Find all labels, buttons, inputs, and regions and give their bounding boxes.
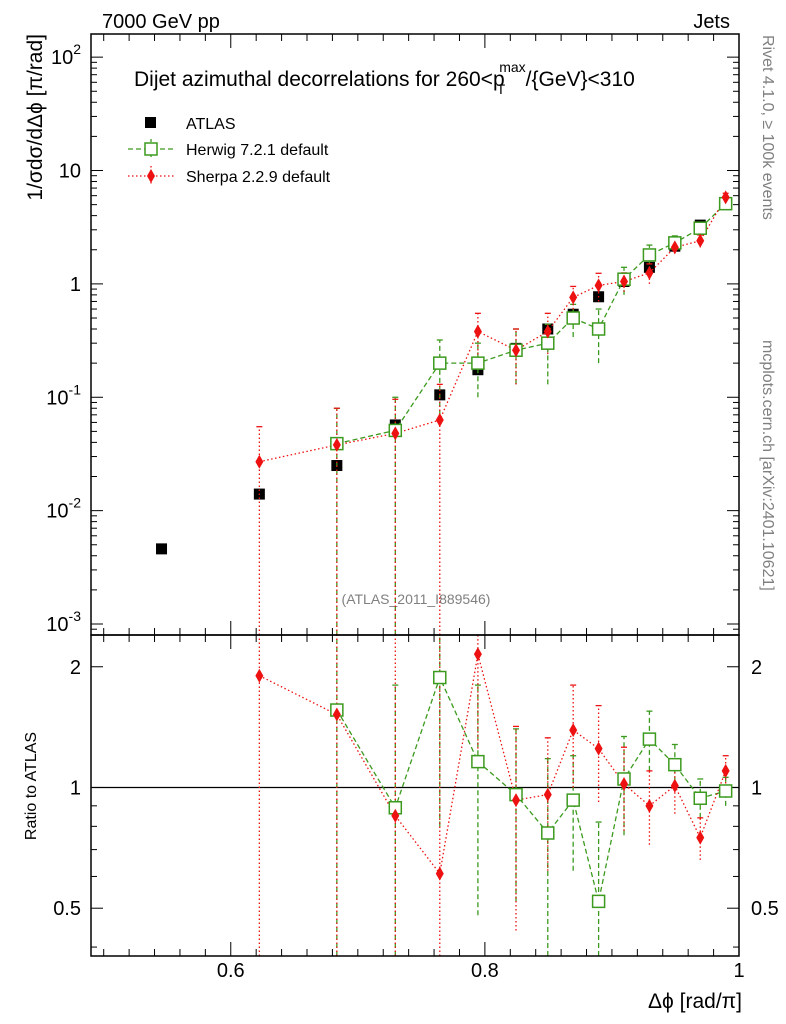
y-tick-label-exponent: -2: [69, 495, 82, 511]
ratio-axes: 0.6 0.8 1 0.5 0.5 1 1 2 2: [53, 635, 779, 982]
herwig-ratio-point: [471, 754, 485, 769]
y-tick-label: 102: [51, 41, 81, 69]
herwig-point: [642, 248, 657, 262]
sherpa-point: [332, 437, 341, 452]
herwig-ratio-point: [693, 791, 707, 806]
sherpa-point: [543, 324, 552, 339]
legend-herwig-label: Herwig 7.2.1 default: [186, 142, 329, 159]
ratio-y-axis-label: Ratio to ATLAS: [23, 732, 40, 840]
ratio-y-tick-label: 2: [70, 657, 81, 679]
atlas-point: [156, 543, 168, 555]
y-tick-label: 10: [59, 161, 81, 183]
legend-atlas-marker: [145, 117, 156, 128]
sherpa-point: [391, 426, 400, 441]
sherpa-point: [594, 278, 603, 293]
legend-sherpa-marker: [147, 169, 155, 183]
rivet-label: Rivet 4.1.0, ≥ 100k events: [759, 35, 776, 220]
sherpa-point: [620, 274, 629, 289]
sherpa-ratio-point: [512, 793, 521, 808]
legend-herwig-marker: [144, 142, 158, 156]
sherpa-ratio-point: [435, 866, 444, 881]
herwig-ratio-point: [642, 732, 657, 746]
herwig-ratio-point: [566, 793, 580, 807]
sherpa-ratio-point: [645, 798, 654, 813]
chart-title-sup: max: [499, 59, 525, 75]
header-left-label: 7000 GeV pp: [102, 11, 220, 33]
chart-title-sub: T: [497, 81, 506, 97]
sherpa-point: [473, 324, 482, 339]
sherpa-point: [569, 290, 578, 305]
y-tick-label: 10-3: [46, 608, 81, 636]
mcplots-label: mcplots.cern.ch [arXiv:2401.10621]: [759, 340, 776, 591]
sherpa-point: [721, 190, 730, 205]
ratio-y-tick-label-right: 2: [751, 657, 762, 679]
herwig-point: [693, 221, 707, 235]
ratio-y-tick-label-right: 1: [751, 777, 762, 799]
sherpa-point: [670, 240, 679, 255]
x-tick-label: 1: [733, 960, 744, 982]
y-tick-label-exponent: 2: [73, 41, 81, 57]
sherpa-ratio-point: [594, 741, 603, 756]
herwig-point: [471, 356, 485, 370]
sherpa-point: [696, 233, 705, 248]
herwig-point: [591, 322, 606, 336]
y-tick-label-base: 10: [46, 501, 68, 523]
chart-marks: [156, 190, 733, 956]
chart-title: Dijet azimuthal decorrelations for 260<p…: [134, 59, 635, 97]
sherpa-line: [259, 196, 727, 463]
herwig-point: [541, 336, 555, 350]
header-right-label: Jets: [693, 11, 730, 33]
y-tick-label: 10-2: [46, 495, 81, 523]
ratio-plot-frame: [90, 634, 740, 957]
herwig-ratio-point: [591, 894, 606, 909]
y-tick-label-exponent: -1: [69, 381, 82, 397]
sherpa-ratio-point: [332, 707, 341, 722]
y-tick-label-base: 10: [51, 47, 73, 69]
analysis-id: (ATLAS_2011_I889546): [342, 591, 491, 607]
sherpa-ratio-point: [473, 647, 482, 662]
legend-sherpa-label: Sherpa 2.2.9 default: [186, 169, 331, 186]
herwig-ratio-point: [668, 757, 682, 772]
sherpa-ratio-point: [721, 763, 730, 778]
x-tick-label: 0.6: [217, 960, 245, 982]
chart-title-tail: /{GeV}<310: [526, 68, 635, 91]
sherpa-ratio-point: [670, 778, 679, 793]
herwig-point: [433, 356, 447, 370]
sherpa-point: [435, 413, 444, 428]
herwig-ratio-point: [541, 826, 555, 840]
herwig-ratio-point: [718, 784, 733, 798]
sherpa-point: [255, 454, 264, 469]
y-tick-label-base: 10: [46, 614, 68, 636]
sherpa-point: [512, 343, 521, 358]
y-tick-label: 1: [70, 274, 81, 296]
sherpa-ratio-point: [620, 777, 629, 792]
ratio-y-tick-label-right: 0.5: [751, 898, 779, 920]
x-tick-label: 0.8: [471, 960, 499, 982]
legend-atlas-label: ATLAS: [186, 116, 236, 133]
x-axis-label: Δϕ [rad/π]: [648, 990, 742, 1013]
sherpa-ratio-point: [391, 808, 400, 823]
ratio-y-tick-label: 1: [70, 777, 81, 799]
sherpa-ratio-point: [696, 830, 705, 845]
legend: ATLAS Herwig 7.2.1 default Sherpa 2.2.9 …: [128, 116, 331, 186]
y-axis-label: 1/σdσ/dΔϕ [π/rad]: [24, 34, 47, 201]
y-tick-label-exponent: -3: [69, 608, 82, 624]
sherpa-ratio-point: [569, 723, 578, 738]
y-tick-label-base: 10: [46, 387, 68, 409]
sherpa-ratio-point: [543, 787, 552, 802]
herwig-point: [566, 311, 580, 325]
sherpa-ratio-point: [255, 668, 264, 683]
chart-title-main: Dijet azimuthal decorrelations for 260<p: [134, 68, 505, 91]
y-tick-label: 10-1: [46, 381, 81, 409]
ratio-y-tick-label: 0.5: [53, 898, 81, 920]
sherpa-point: [645, 265, 654, 280]
sherpa-ratio-line: [259, 654, 727, 876]
herwig-ratio-point: [433, 670, 447, 685]
